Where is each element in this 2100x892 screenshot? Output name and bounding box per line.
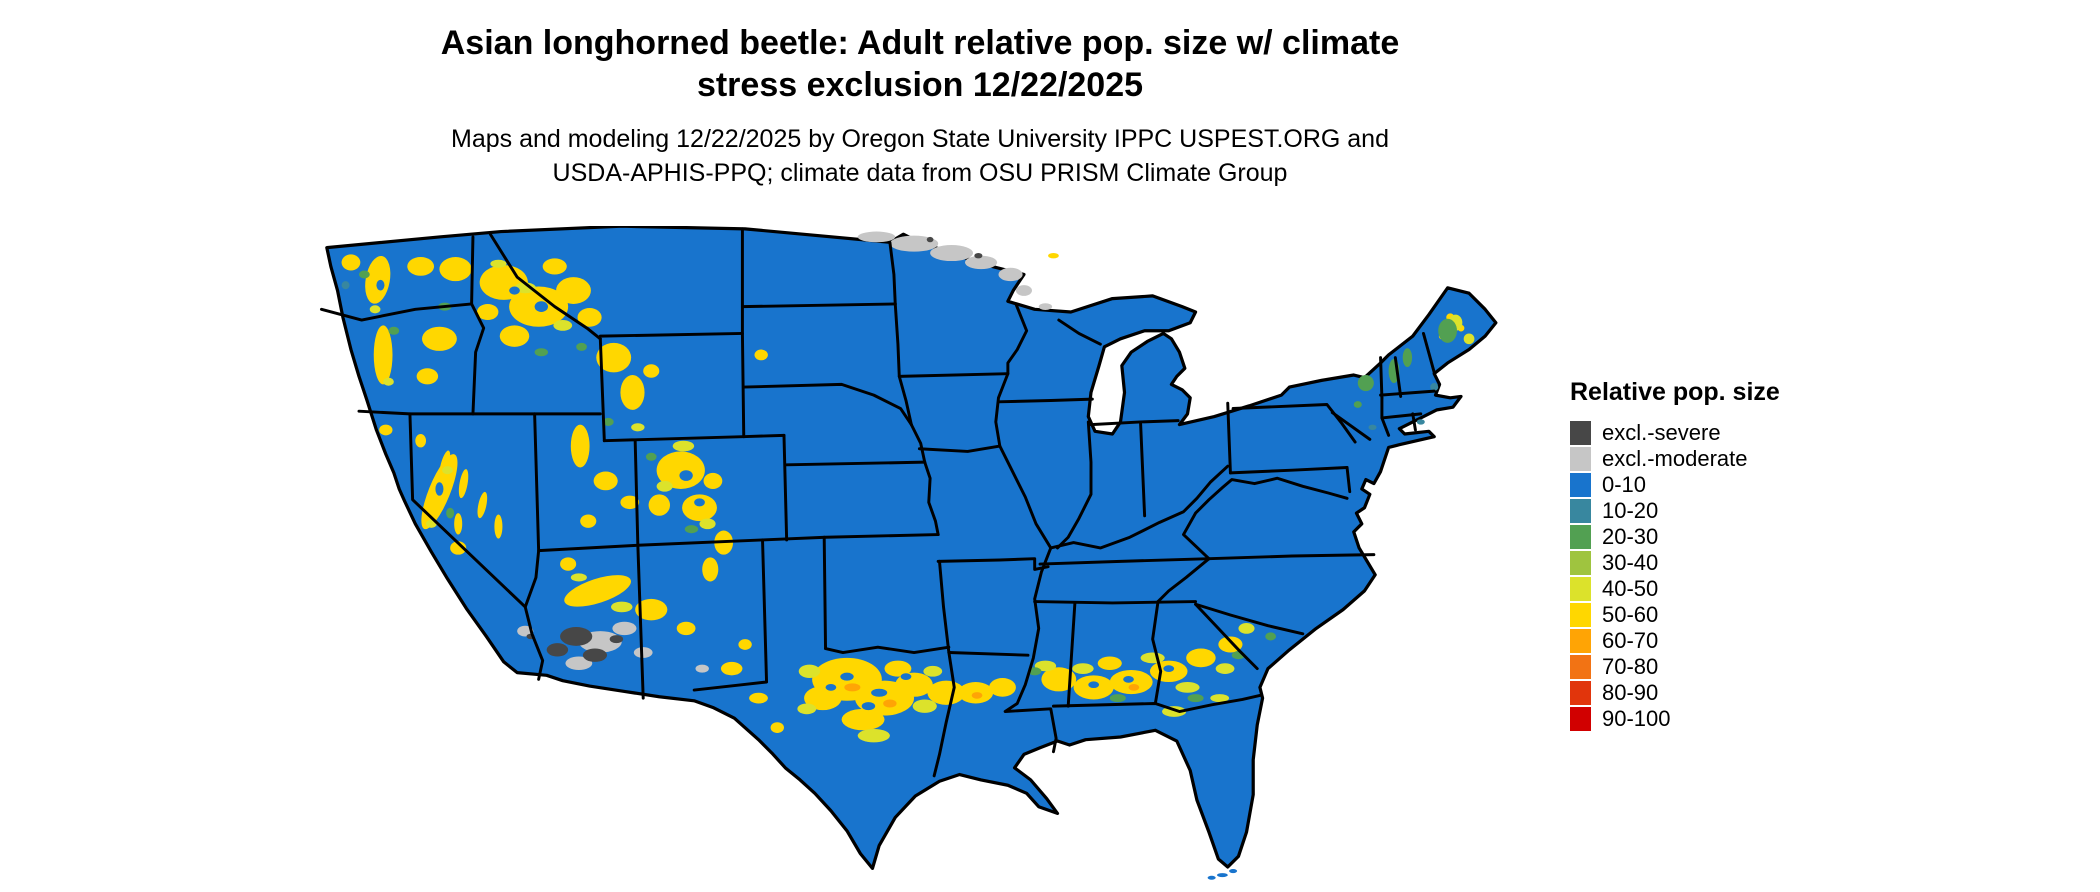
legend-label: 70-80 bbox=[1602, 654, 1659, 679]
overlay-orange-60-70 bbox=[844, 683, 1140, 708]
legend-label: 60-70 bbox=[1602, 628, 1659, 653]
legend-label: 20-30 bbox=[1602, 524, 1659, 549]
legend-swatch bbox=[1570, 499, 1591, 523]
legend-swatch bbox=[1570, 655, 1591, 679]
us-landmass bbox=[325, 226, 1498, 870]
florida-keys bbox=[1207, 869, 1238, 880]
overlay-gray-excl-moderate bbox=[517, 231, 1053, 673]
legend-item: 10-20 bbox=[1570, 498, 1780, 524]
legend-label: 10-20 bbox=[1602, 498, 1659, 523]
legend-swatch bbox=[1570, 681, 1591, 705]
us-map-svg bbox=[319, 226, 1498, 880]
legend-item: 60-70 bbox=[1570, 628, 1780, 654]
overlay-gray-excl-severe bbox=[526, 236, 983, 662]
state-borders bbox=[319, 227, 1436, 778]
figure-subtitle: Maps and modeling 12/22/2025 by Oregon S… bbox=[0, 122, 1840, 190]
legend-title: Relative pop. size bbox=[1570, 378, 1780, 406]
legend-item: excl.-moderate bbox=[1570, 446, 1780, 472]
legend-item: 40-50 bbox=[1570, 576, 1780, 602]
legend-swatch bbox=[1570, 603, 1591, 627]
figure-subtitle-line2: USDA-APHIS-PPQ; climate data from OSU PR… bbox=[552, 159, 1288, 187]
legend-swatch bbox=[1570, 629, 1591, 653]
legend-swatch bbox=[1570, 577, 1591, 601]
legend-swatch bbox=[1570, 473, 1591, 497]
legend-item: 80-90 bbox=[1570, 680, 1780, 706]
legend-swatch bbox=[1570, 421, 1591, 445]
legend-label: 50-60 bbox=[1602, 602, 1659, 627]
legend-label: 40-50 bbox=[1602, 576, 1659, 601]
overlay-teal-10-20 bbox=[341, 281, 1439, 430]
overlay-yellowgreen-40-50 bbox=[369, 259, 1475, 743]
legend-label: 80-90 bbox=[1602, 680, 1659, 705]
us-population-map bbox=[300, 226, 1520, 886]
legend-label: excl.-severe bbox=[1602, 420, 1721, 445]
legend-label: 90-100 bbox=[1602, 706, 1671, 731]
figure-header: Asian longhorned beetle: Adult relative … bbox=[0, 22, 1840, 190]
legend-swatch bbox=[1570, 551, 1591, 575]
figure-title-line1: Asian longhorned beetle: Adult relative … bbox=[440, 24, 1400, 62]
legend-swatch bbox=[1570, 707, 1591, 731]
overlay-blue-mottling bbox=[376, 279, 1175, 711]
legend-item: 70-80 bbox=[1570, 654, 1780, 680]
figure-title-line2: stress exclusion 12/22/2025 bbox=[696, 66, 1144, 104]
map-legend: Relative pop. size excl.-severe excl.-mo… bbox=[1570, 378, 1780, 732]
legend-label: excl.-moderate bbox=[1602, 446, 1748, 471]
legend-item: excl.-severe bbox=[1570, 420, 1780, 446]
overlay-green-20-30 bbox=[358, 270, 1457, 703]
legend-item: 0-10 bbox=[1570, 472, 1780, 498]
legend-swatch bbox=[1570, 447, 1591, 471]
legend-item: 20-30 bbox=[1570, 524, 1780, 550]
figure-subtitle-line1: Maps and modeling 12/22/2025 by Oregon S… bbox=[451, 125, 1389, 153]
legend-item: 90-100 bbox=[1570, 706, 1780, 732]
legend-label: 30-40 bbox=[1602, 550, 1659, 575]
legend-item: 30-40 bbox=[1570, 550, 1780, 576]
legend-label: 0-10 bbox=[1602, 472, 1647, 497]
legend-item: 50-60 bbox=[1570, 602, 1780, 628]
legend-swatch bbox=[1570, 525, 1591, 549]
